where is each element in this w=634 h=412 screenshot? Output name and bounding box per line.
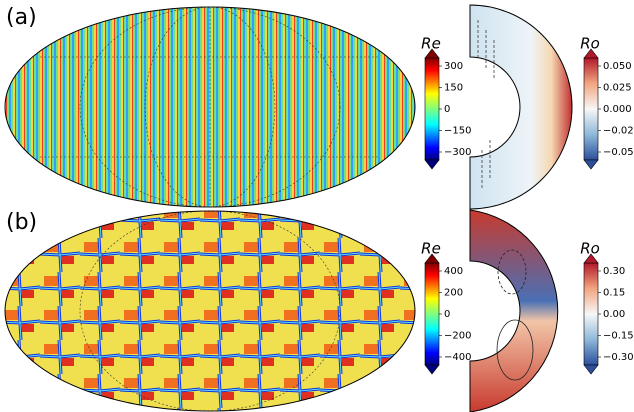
colorbar-tick-label: 0.30 <box>603 266 625 277</box>
colorbar-extend <box>424 48 440 59</box>
colorbar <box>583 262 599 366</box>
colorbar-tick-label: 0 <box>444 309 450 320</box>
meridional-slice <box>469 4 573 210</box>
colorbar-tick-label: 0.00 <box>603 309 625 320</box>
colorbar-tick-label: −0.050 <box>603 147 634 158</box>
colorbar-tick-label: −200 <box>444 331 471 342</box>
colorbar-tick-label: −0.15 <box>603 331 634 342</box>
maps <box>4 4 573 412</box>
meridional-slice <box>469 209 559 412</box>
contours <box>497 249 527 295</box>
colorbar-tick-label: 400 <box>444 266 463 277</box>
colorbar-extend <box>583 159 599 170</box>
colorbar <box>583 57 599 161</box>
colorbar <box>424 262 440 366</box>
contours <box>496 319 534 381</box>
colorbar-title: Ro <box>580 35 600 53</box>
colorbar-title: Re <box>421 240 441 258</box>
colorbar-tick-label: −0.30 <box>603 352 634 363</box>
parallel <box>40 7 380 207</box>
colorbar-extend <box>583 364 599 375</box>
colorbar-tick-label: 0.000 <box>603 104 632 115</box>
colorbar-tick-label: −400 <box>444 352 471 363</box>
colorbar <box>424 57 440 161</box>
colorbar-tick-label: 300 <box>444 61 463 72</box>
colorbar-extend <box>424 364 440 375</box>
panel-label: (a) <box>6 5 37 30</box>
colorbar-tick-label: −0.025 <box>603 126 634 137</box>
contours <box>477 20 495 190</box>
mollweide-map <box>4 210 416 412</box>
meridian <box>79 210 341 412</box>
colorbar-tick-label: −300 <box>444 147 471 158</box>
colorbar-tick-label: 0.15 <box>603 288 625 299</box>
colorbar-extend <box>583 48 599 59</box>
colorbar-extend <box>424 253 440 264</box>
colorbar-title: Ro <box>580 240 600 258</box>
colorbar-tick-label: 150 <box>444 83 463 94</box>
colorbar-extend <box>583 253 599 264</box>
colorbar-tick-label: 0.050 <box>603 61 632 72</box>
colorbar-tick-label: −150 <box>444 126 471 137</box>
colorbar-title: Re <box>421 35 441 53</box>
colorbar-tick-label: 200 <box>444 288 463 299</box>
panel-label: (b) <box>6 210 37 235</box>
colorbar-tick-label: 0.025 <box>603 83 632 94</box>
colorbar-extend <box>424 159 440 170</box>
colorbar-tick-label: 0 <box>444 104 450 115</box>
